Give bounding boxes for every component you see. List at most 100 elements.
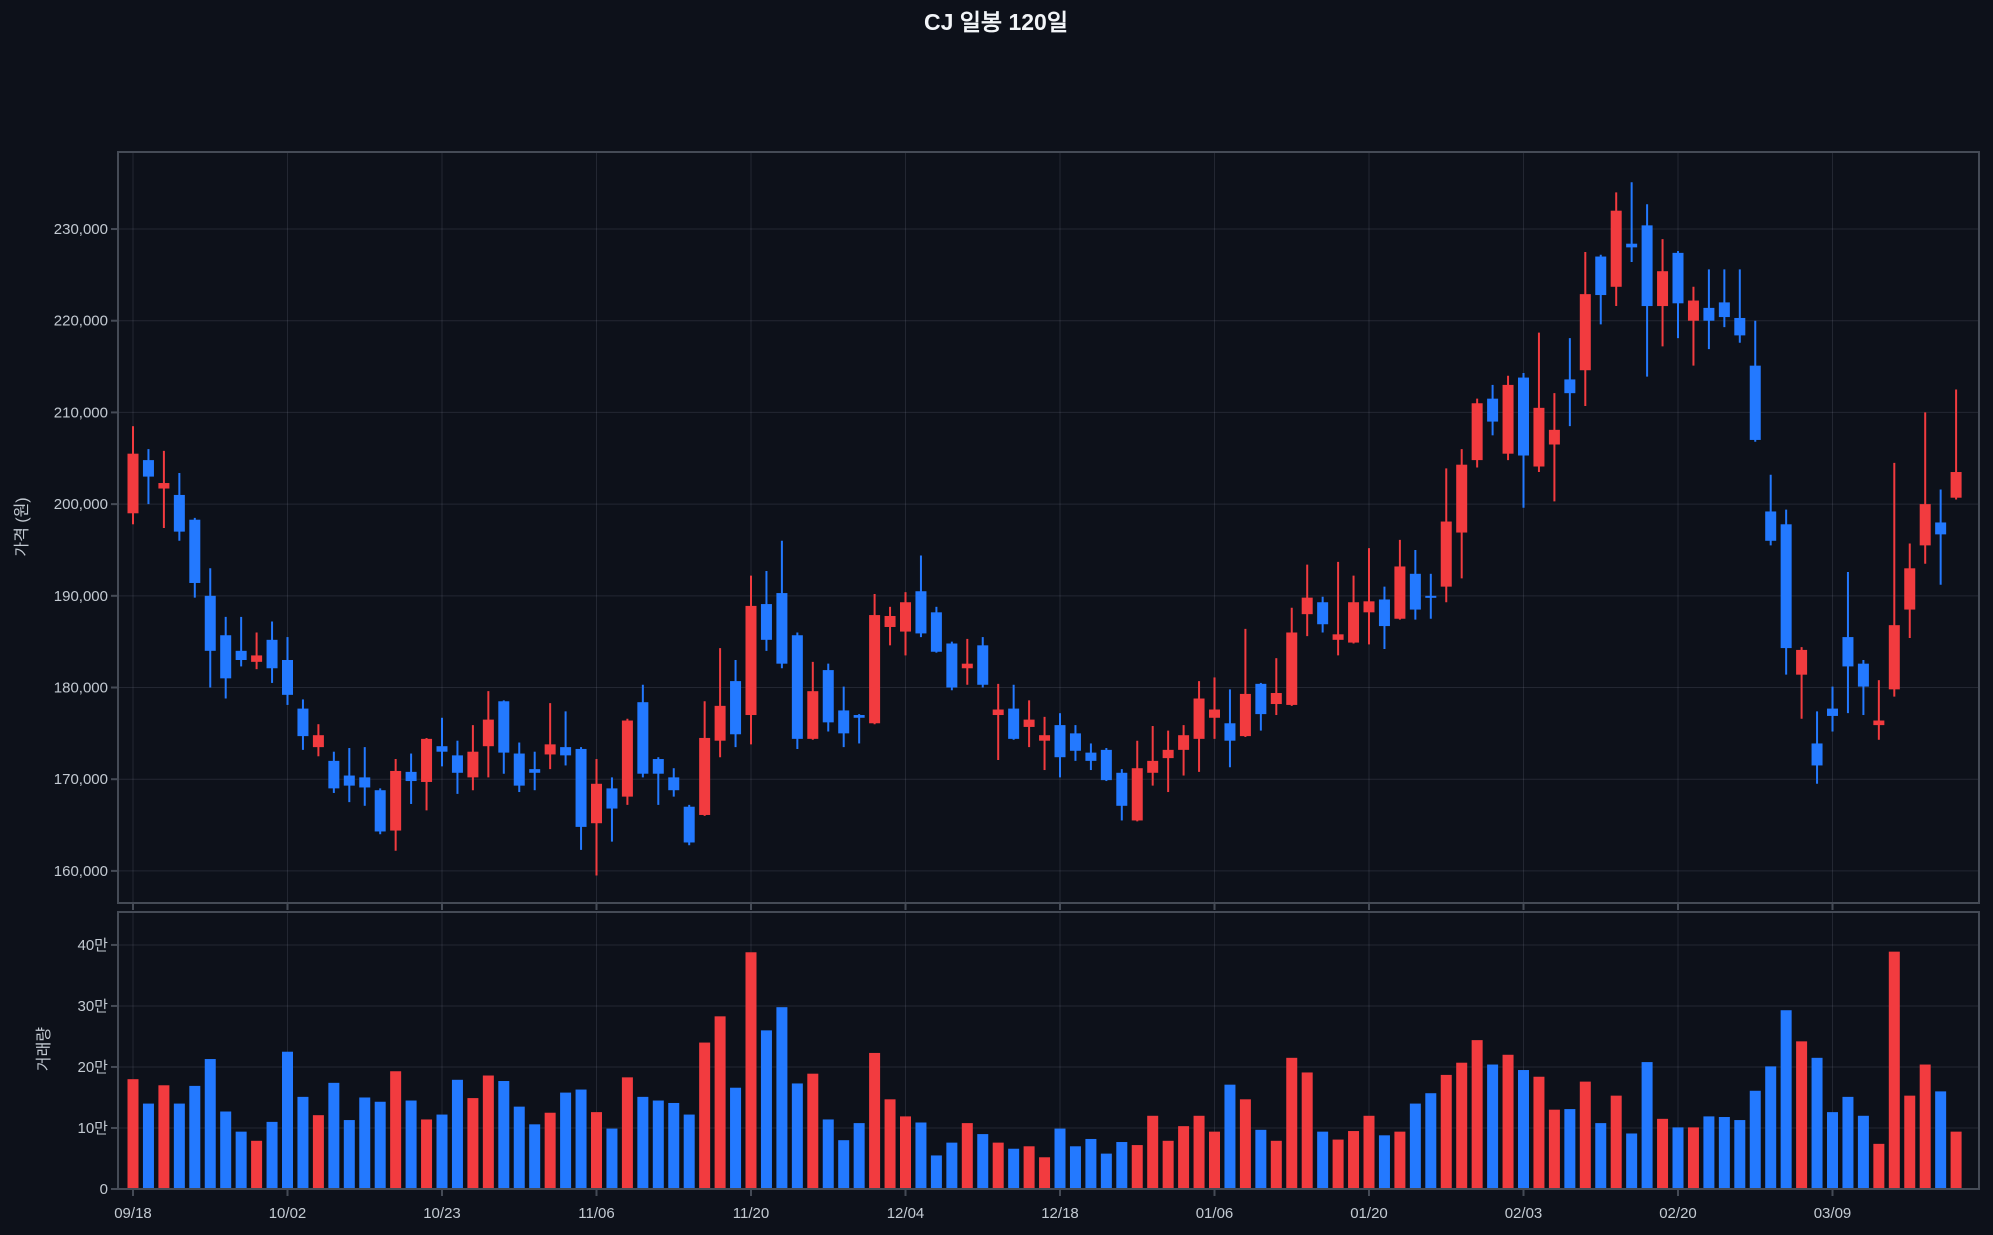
volume-bar: [1286, 1057, 1298, 1189]
candle-body: [1471, 403, 1483, 461]
volume-bar: [1378, 1135, 1390, 1189]
candle-body: [1842, 637, 1854, 667]
volume-tick-label: 20만: [78, 1059, 109, 1076]
candle-body: [1672, 252, 1684, 304]
candle-body: [1116, 772, 1128, 806]
volume-bar: [266, 1121, 278, 1189]
candle-body: [822, 670, 834, 723]
candle-body: [142, 460, 154, 477]
candle-body: [1950, 472, 1962, 498]
candle-body: [1270, 693, 1282, 705]
volume-bar: [946, 1142, 958, 1189]
candle-body: [807, 691, 819, 739]
candle-body: [1162, 749, 1174, 759]
volume-bar: [282, 1051, 293, 1189]
candle-body: [1394, 566, 1406, 619]
volume-bar: [668, 1102, 680, 1189]
volume-bar: [235, 1131, 247, 1189]
candle-body: [977, 645, 989, 685]
volume-bar: [297, 1096, 309, 1189]
candle-body: [436, 746, 448, 752]
price-tick-label: 220,000: [54, 313, 108, 330]
volume-bar: [1657, 1118, 1669, 1189]
volume-bar: [451, 1079, 463, 1189]
volume-bar: [560, 1092, 572, 1189]
volume-bar: [1178, 1126, 1190, 1189]
candle-body: [1919, 504, 1931, 546]
candle-body: [467, 751, 479, 778]
volume-panel-border: [117, 911, 1980, 1190]
candle-body: [869, 615, 881, 724]
candle-body: [529, 769, 541, 773]
x-tick-label: 09/18: [114, 1205, 152, 1222]
candle-body: [591, 783, 602, 824]
volume-bar: [359, 1097, 371, 1189]
volume-bar: [961, 1123, 973, 1189]
volume-bar: [730, 1087, 742, 1189]
volume-bar: [1209, 1131, 1220, 1189]
candle-body: [930, 612, 942, 652]
x-tick-label: 11/20: [733, 1205, 769, 1222]
volume-bar: [251, 1140, 263, 1189]
volume-bar: [791, 1083, 803, 1189]
volume-bar: [312, 1115, 324, 1189]
volume-bar: [1595, 1123, 1607, 1189]
candle-body: [575, 748, 587, 827]
volume-bar: [683, 1114, 695, 1189]
volume-bar: [1301, 1072, 1313, 1189]
price-candlestick-panel[interactable]: [127, 182, 1962, 876]
volume-bar: [637, 1096, 649, 1189]
volume-bar-panel[interactable]: [127, 951, 1962, 1189]
volume-bar: [1533, 1076, 1545, 1189]
candle-body: [1888, 625, 1900, 690]
candle-body: [776, 593, 788, 664]
volume-bar: [869, 1052, 881, 1189]
volume-bar: [606, 1128, 618, 1189]
volume-bar: [1162, 1140, 1174, 1189]
candle-body: [405, 771, 417, 782]
candle-body: [560, 747, 572, 756]
candle-body: [421, 738, 433, 782]
volume-bar: [1811, 1057, 1823, 1189]
volume-bar: [1008, 1148, 1020, 1189]
volume-bar: [405, 1100, 417, 1189]
volume-tick-label: 30만: [78, 998, 109, 1015]
volume-bar: [1626, 1133, 1638, 1189]
price-tick-label: 230,000: [54, 221, 108, 238]
candle-body: [1255, 683, 1267, 715]
candle-body: [1378, 599, 1390, 627]
volume-bar: [930, 1155, 942, 1189]
candle-body: [745, 605, 757, 716]
price-grid: [118, 152, 1979, 903]
volume-bar: [1085, 1138, 1097, 1189]
volume-bar: [714, 1016, 726, 1189]
volume-bar: [1765, 1066, 1777, 1189]
volume-bar: [1425, 1093, 1437, 1189]
volume-tick-label: 0: [100, 1181, 108, 1198]
x-tick-label: 03/09: [1814, 1205, 1852, 1222]
volume-bar: [900, 1116, 911, 1189]
volume-bar: [807, 1073, 819, 1189]
candle-body: [235, 650, 247, 661]
volume-bar: [1579, 1081, 1591, 1189]
candle-body: [1147, 760, 1159, 773]
candle-body: [1039, 735, 1051, 741]
volume-bar: [776, 1007, 788, 1189]
candle-body: [1487, 398, 1499, 422]
volume-bar: [1749, 1090, 1761, 1189]
price-tick-label: 210,000: [54, 404, 108, 421]
candle-body: [884, 615, 896, 627]
volume-bar: [1873, 1143, 1885, 1189]
candle-body: [1440, 521, 1452, 587]
candle-body: [1301, 597, 1313, 615]
candle-body: [1348, 602, 1360, 643]
candle-body: [1734, 317, 1746, 336]
volume-bar: [1734, 1120, 1746, 1189]
candle-body: [1610, 210, 1622, 287]
volume-bar: [1919, 1064, 1931, 1189]
candle-body: [915, 591, 927, 634]
volume-bar: [1471, 1040, 1483, 1189]
volume-bar: [621, 1077, 633, 1189]
candle-body: [343, 775, 355, 786]
candle-body: [451, 755, 463, 773]
